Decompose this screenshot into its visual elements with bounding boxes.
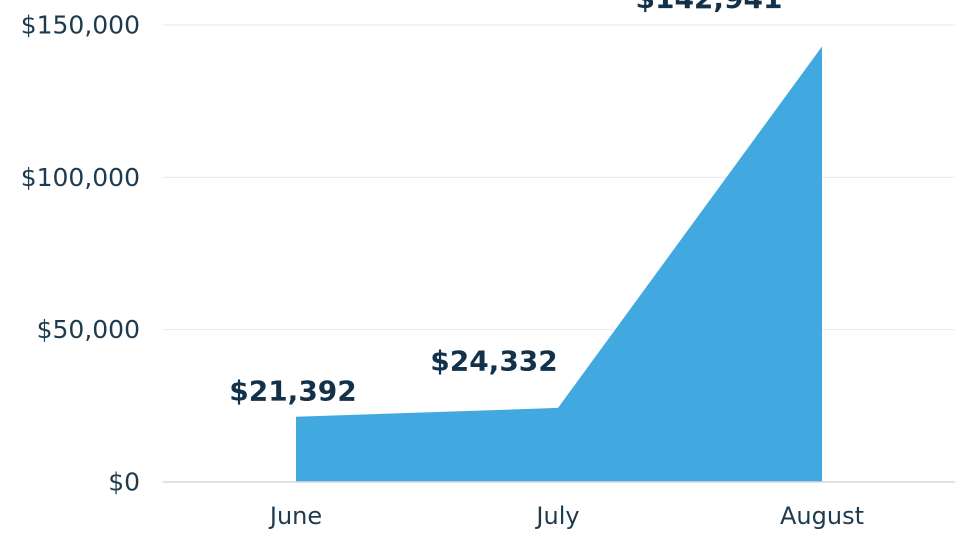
gridlines <box>163 24 955 331</box>
x-tick-label: July <box>534 502 579 530</box>
data-label: $21,392 <box>229 374 357 407</box>
data-labels: $21,392 $24,332 $142,941 <box>229 0 782 407</box>
x-tick-label: August <box>780 502 864 530</box>
area-series <box>296 46 822 482</box>
y-tick-label: $150,000 <box>21 11 140 40</box>
data-label: $24,332 <box>430 344 558 377</box>
x-axis: June July August <box>268 502 864 530</box>
y-tick-label: $100,000 <box>21 163 140 192</box>
y-tick-label: $0 <box>108 468 140 497</box>
area-fill <box>296 46 822 482</box>
y-tick-label: $50,000 <box>37 315 140 344</box>
y-axis: $0 $50,000 $100,000 $150,000 <box>21 11 140 497</box>
data-label: $142,941 <box>635 0 782 15</box>
x-tick-label: June <box>268 502 322 530</box>
